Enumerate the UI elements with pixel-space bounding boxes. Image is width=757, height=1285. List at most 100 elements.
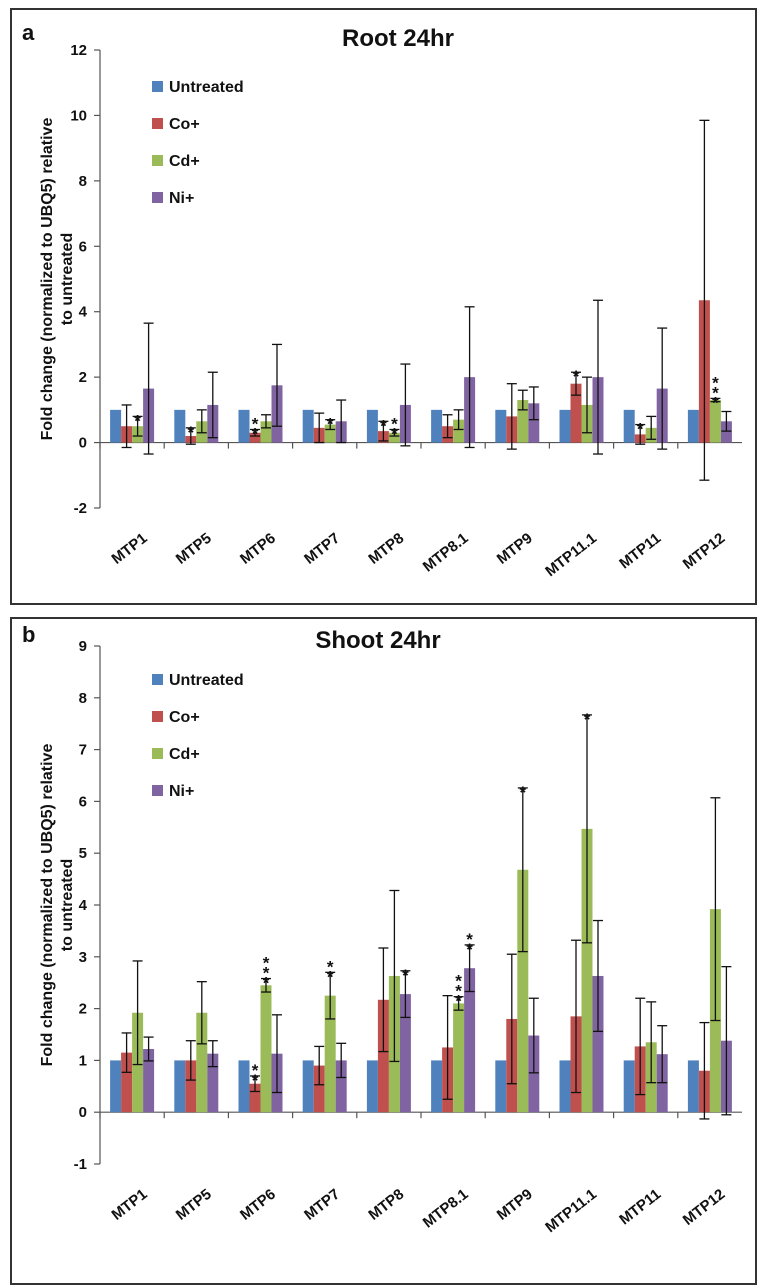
- bar: [687, 409, 699, 443]
- bar: [559, 1060, 571, 1113]
- panel-letter: a: [22, 20, 35, 45]
- category-label: MTP8: [365, 530, 407, 568]
- legend-swatch: [152, 711, 163, 722]
- legend-label: Untreated: [169, 672, 244, 689]
- bar: [121, 1052, 133, 1113]
- bar: [196, 1012, 208, 1113]
- legend-label: Cd+: [169, 746, 200, 763]
- bar: [366, 1060, 378, 1113]
- y-tick-label: 3: [79, 949, 87, 966]
- significance-mark: *: [402, 966, 409, 985]
- significance-star: *: [252, 1061, 259, 1080]
- root-24hr-chart: a Root 24hr -2 0 2 4 6 8 10 12 Fold change (normal…: [22, 20, 742, 580]
- significance-star: *: [466, 940, 473, 959]
- bar: [366, 409, 378, 443]
- y-tick-label: 5: [79, 845, 87, 862]
- bar: [709, 400, 721, 443]
- category-label: MTP12: [680, 530, 729, 573]
- significance-star: *: [327, 967, 334, 986]
- legend-label: Cd+: [169, 153, 200, 170]
- y-axis-label: Fold change (normalized to UBQ5) relativ…: [39, 118, 76, 441]
- bar: [110, 409, 122, 443]
- category-label: MTP5: [173, 1186, 215, 1224]
- bar: [431, 1060, 443, 1113]
- legend-label: Ni+: [169, 783, 194, 800]
- legend-swatch: [152, 674, 163, 685]
- significance-star: *: [455, 982, 462, 1001]
- bar: [207, 1053, 219, 1113]
- bar: [174, 1060, 186, 1113]
- shoot-24hr-chart: b Shoot 24hr -1 0 1 2 3 4 5 6 7 8 9 Fold change (norm…: [22, 622, 742, 1236]
- significance-mark: *: [380, 416, 387, 435]
- category-label: MTP11.1: [542, 530, 600, 580]
- bar: [453, 419, 465, 443]
- y-tick-label: 12: [70, 42, 87, 59]
- bar: [185, 1060, 197, 1113]
- significance-star: *: [573, 367, 580, 386]
- bar: [528, 1035, 540, 1113]
- y-tick-label: 2: [79, 369, 87, 386]
- y-tick-label: 4: [79, 897, 88, 914]
- significance-star: *: [252, 424, 259, 443]
- bar: [238, 409, 250, 443]
- category-label: MTP8.1: [420, 1186, 472, 1232]
- category-label: MTP1: [109, 530, 151, 568]
- bar: [313, 1065, 325, 1113]
- y-tick-label: 4: [79, 304, 88, 321]
- bar: [238, 1060, 250, 1113]
- category-label: MTP7: [301, 530, 343, 568]
- bar: [687, 1060, 699, 1113]
- legend-swatch: [152, 81, 163, 92]
- significance-star: *: [252, 414, 259, 433]
- legend-label: Co+: [169, 709, 200, 726]
- significance-mark: * *: [327, 957, 334, 986]
- bar: [528, 403, 540, 443]
- significance-star: *: [712, 383, 719, 402]
- significance-star: *: [263, 964, 270, 983]
- significance-mark: *: [519, 783, 526, 802]
- significance-mark: *: [573, 367, 580, 386]
- significance-mark: * *: [252, 1061, 259, 1090]
- legend-swatch: [152, 155, 163, 166]
- significance-mark: * * *: [712, 373, 719, 412]
- y-tick-label: 10: [70, 107, 87, 124]
- y-axis-label-line2: to untreated: [59, 233, 76, 325]
- y-tick-label: 7: [79, 742, 87, 759]
- panel-b: b Shoot 24hr -1 0 1 2 3 4 5 6 7 8 9 Fold change (norm…: [0, 614, 757, 1285]
- category-label: MTP9: [494, 1186, 536, 1224]
- significance-star: *: [187, 423, 194, 442]
- y-tick-label: 0: [79, 435, 87, 452]
- category-label: MTP7: [301, 1186, 343, 1224]
- y-tick-label: 2: [79, 1001, 87, 1018]
- y-tick-label: -1: [74, 1156, 87, 1173]
- y-tick-label: 1: [79, 1052, 87, 1069]
- panel-a: a Root 24hr -2 0 2 4 6 8 10 12 Fold change (normal…: [0, 0, 757, 605]
- category-label: MTP11.1: [542, 1186, 600, 1236]
- chart-title: Root 24hr: [342, 25, 454, 52]
- significance-mark: *: [134, 411, 141, 430]
- significance-star: *: [380, 416, 387, 435]
- bar: [110, 1060, 122, 1113]
- bar: [453, 1003, 465, 1113]
- bar: [592, 975, 604, 1113]
- category-label: MTP11: [616, 1186, 664, 1229]
- significance-star: *: [402, 966, 409, 985]
- significance-star: *: [263, 954, 270, 973]
- significance-star: *: [466, 930, 473, 949]
- category-label: MTP6: [237, 1186, 279, 1224]
- bar: [260, 985, 272, 1113]
- y-tick-label: 0: [79, 1104, 87, 1121]
- bar: [623, 409, 635, 443]
- bar: [581, 828, 593, 1113]
- y-axis-label: Fold change (normalized to UBQ5) relativ…: [39, 744, 76, 1067]
- bar: [302, 1060, 314, 1113]
- bar: [249, 432, 261, 443]
- y-tick-label: 8: [79, 173, 87, 190]
- significance-star: *: [252, 1071, 259, 1090]
- bar: [495, 1060, 507, 1113]
- legend-swatch: [152, 192, 163, 203]
- bar: [559, 409, 571, 443]
- significance-star: *: [637, 420, 644, 439]
- significance-star: *: [327, 415, 334, 434]
- bar: [377, 999, 389, 1113]
